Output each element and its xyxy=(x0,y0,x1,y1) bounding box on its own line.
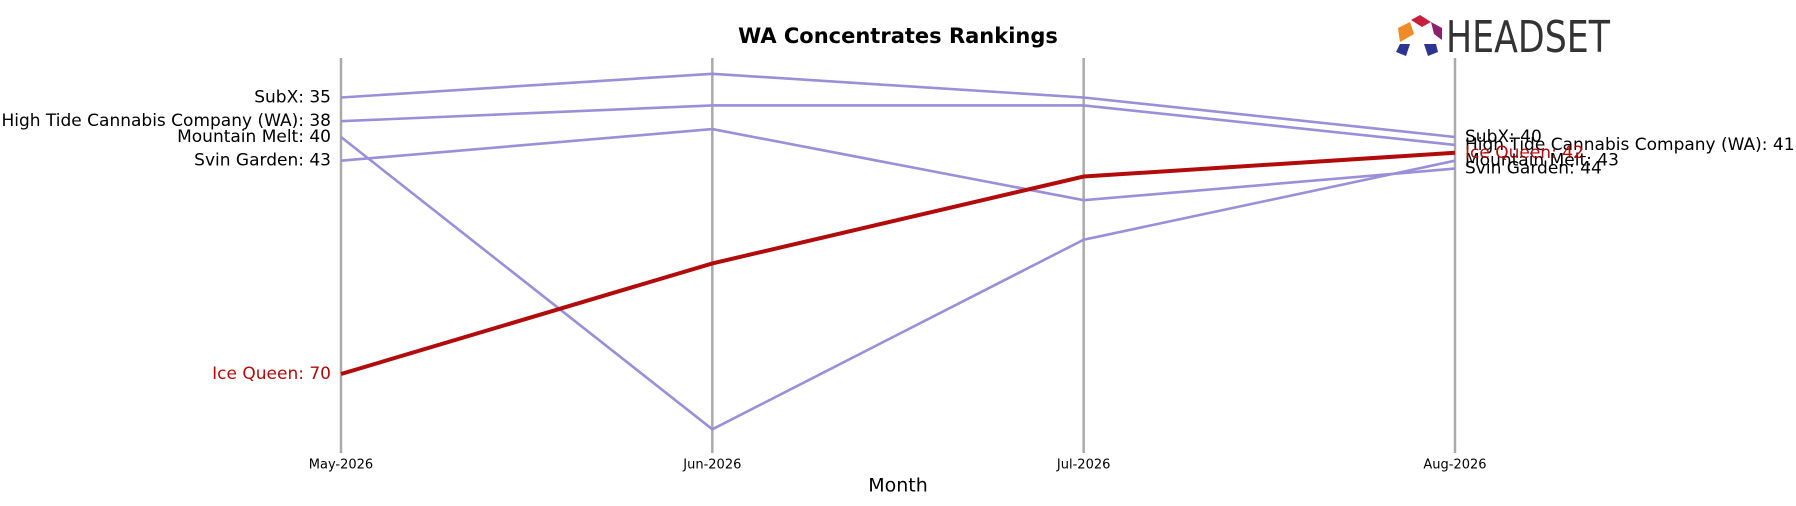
value-label: High Tide Cannabis Company (WA): 38 xyxy=(1,111,331,131)
value-label: Mountain Melt: 40 xyxy=(177,127,331,147)
series-line xyxy=(340,127,1456,202)
value-label: SubX: 40 xyxy=(1465,127,1542,147)
value-label: Svin Garden: 44 xyxy=(1465,159,1602,179)
logo-icon xyxy=(1431,22,1442,40)
value-label: Mountain Melt: 43 xyxy=(1465,151,1619,171)
series-line xyxy=(340,135,1456,431)
series-line xyxy=(340,72,1456,139)
x-tick-label: Jun-2026 xyxy=(682,458,741,473)
series-line xyxy=(340,104,1456,147)
logo-text: HEADSET xyxy=(1446,12,1610,63)
value-label: Ice Queen: 42 xyxy=(1465,143,1584,163)
x-axis-title: Month xyxy=(868,475,928,497)
logo: HEADSET xyxy=(1396,12,1610,63)
value-label: Svin Garden: 43 xyxy=(194,151,331,171)
logo-icon xyxy=(1424,44,1438,56)
x-tick-label: Jul-2026 xyxy=(1056,458,1110,473)
logo-icon xyxy=(1396,44,1410,56)
logo-icon xyxy=(1398,22,1414,42)
value-label: Ice Queen: 70 xyxy=(212,364,331,384)
chart-title: WA Concentrates Rankings xyxy=(738,24,1058,48)
x-tick-label: Aug-2026 xyxy=(1423,458,1486,473)
highlight-line xyxy=(340,150,1456,376)
logo-icon xyxy=(1411,15,1431,27)
value-label: SubX: 35 xyxy=(254,88,331,108)
x-tick-label: May-2026 xyxy=(309,458,373,473)
value-label: High Tide Cannabis Company (WA): 41 xyxy=(1465,135,1795,155)
